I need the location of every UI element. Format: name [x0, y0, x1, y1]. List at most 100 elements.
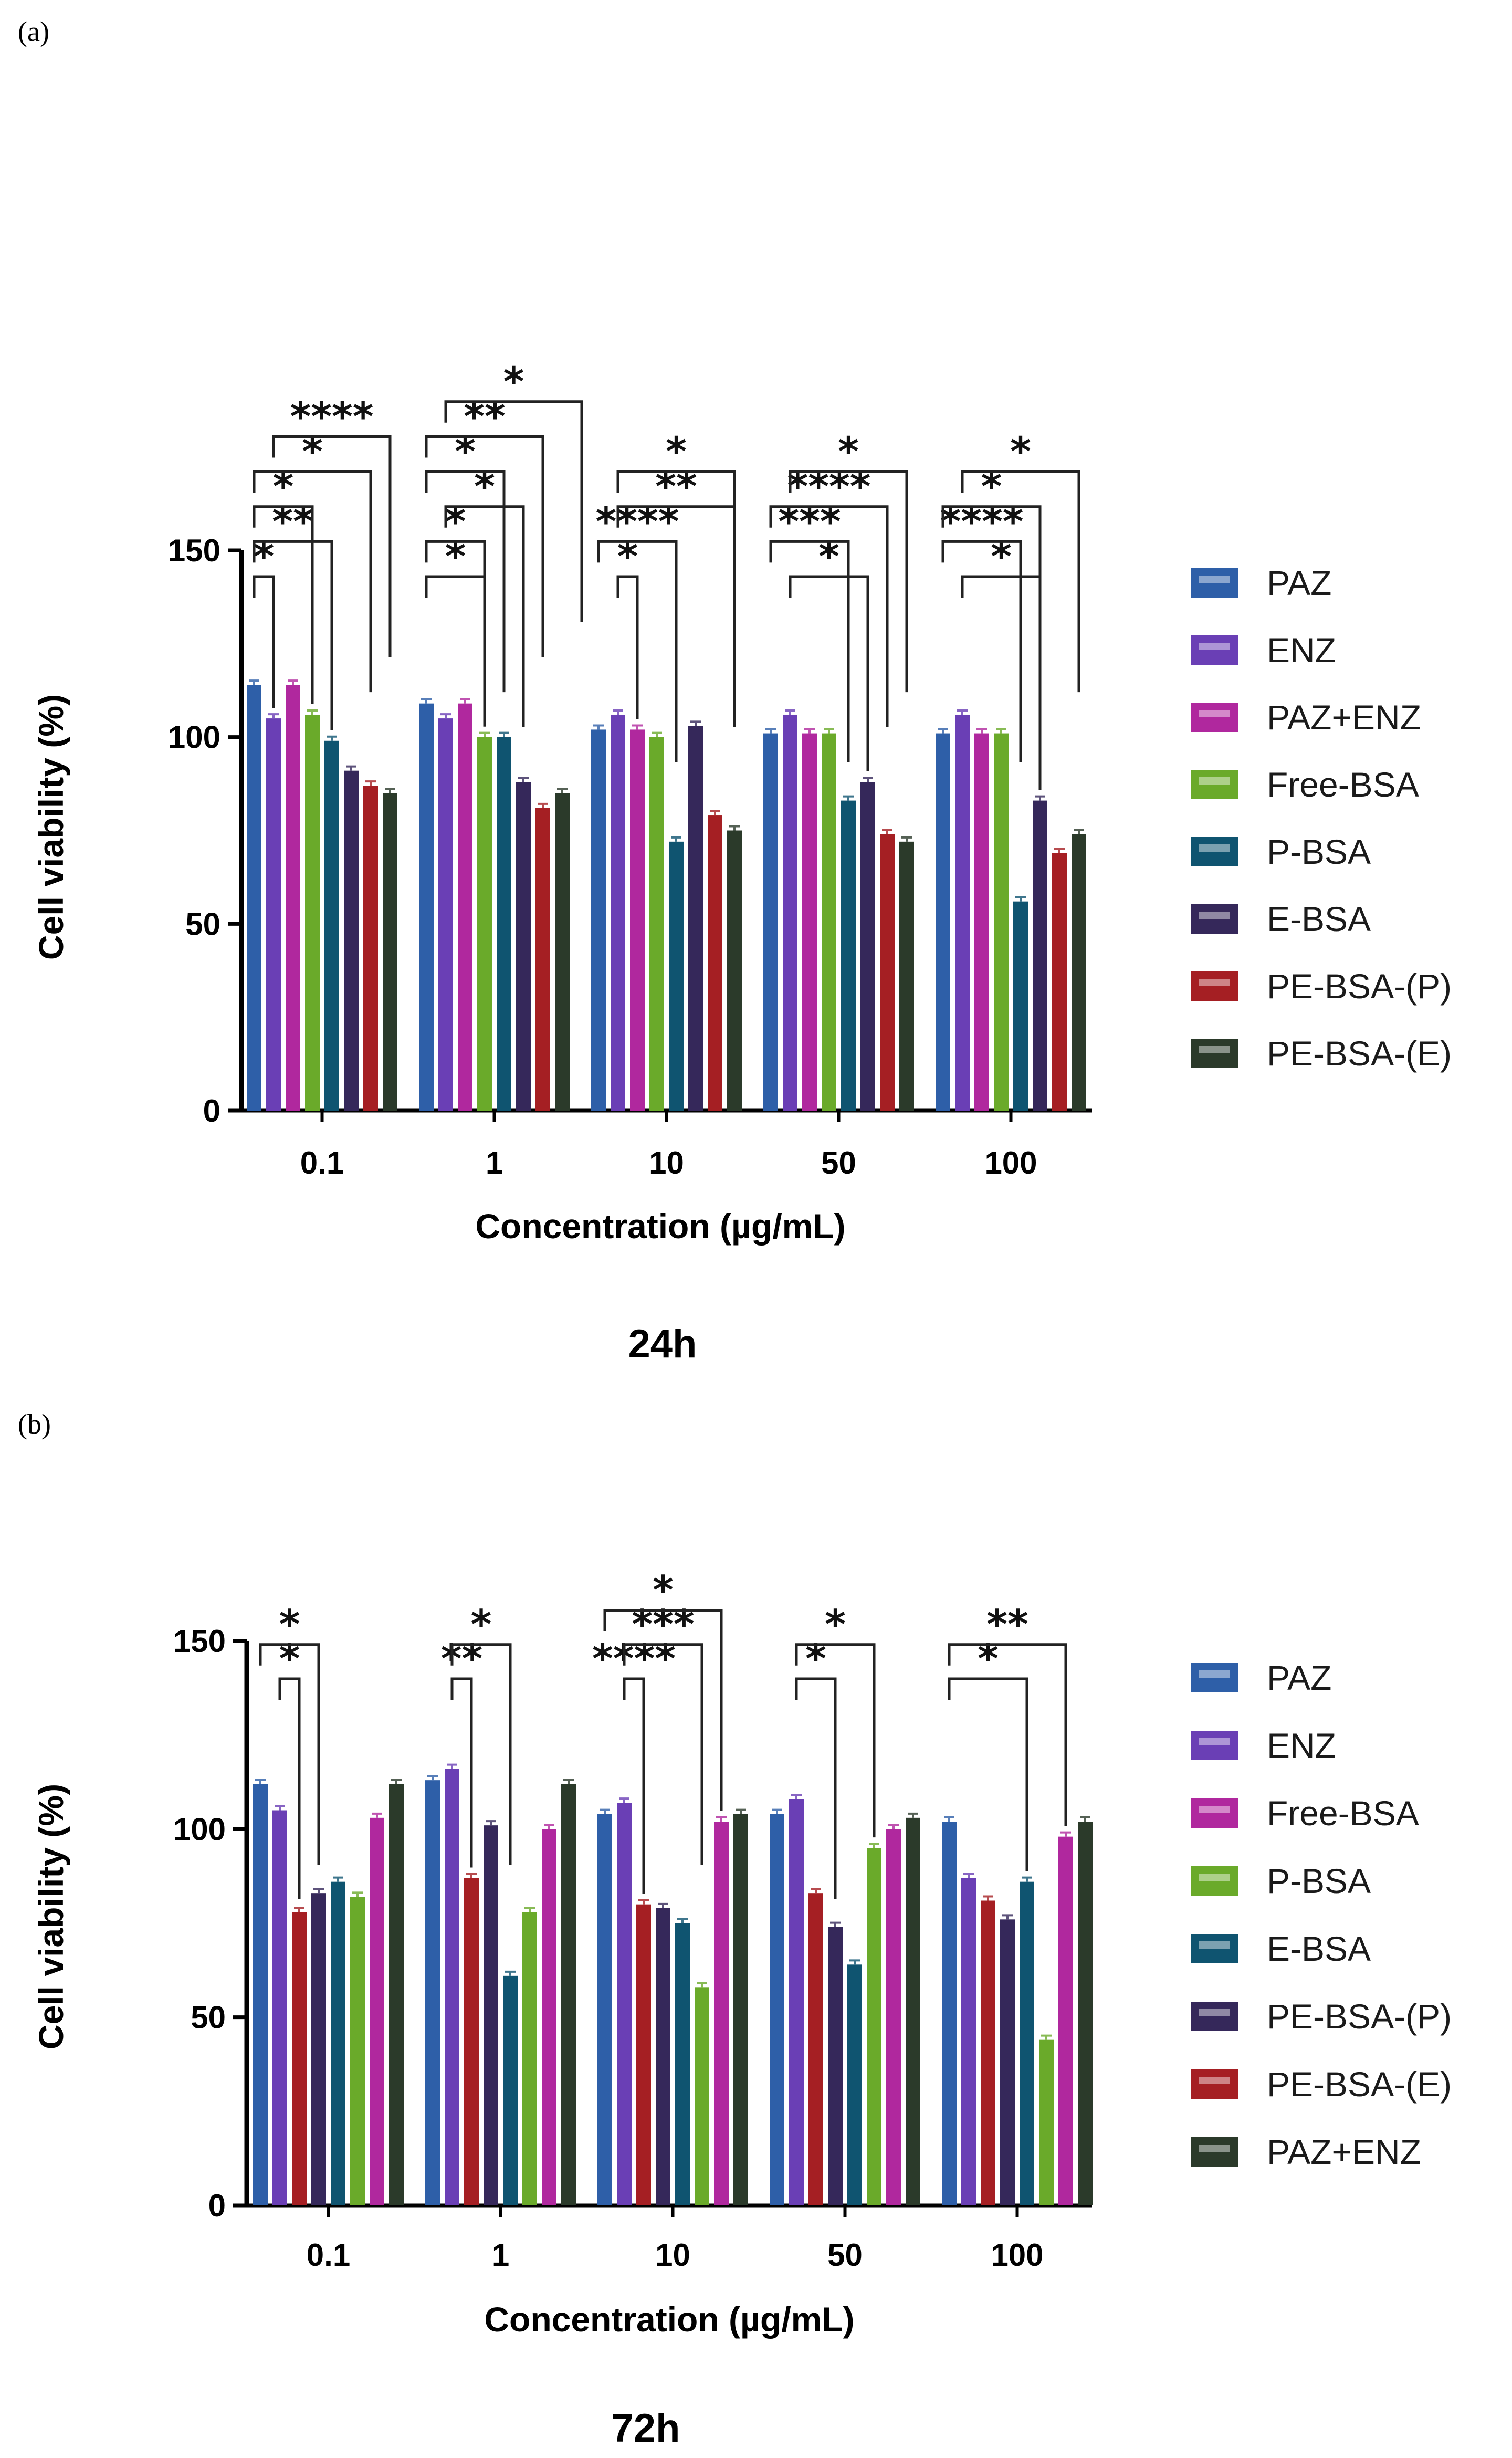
significance-label: *	[978, 1635, 999, 1682]
bar-paz-10	[591, 729, 606, 1111]
significance-bracket	[253, 505, 314, 704]
bar-pe-bsa-e--10	[636, 1904, 651, 2205]
bar-free-bsa-50	[886, 1829, 901, 2205]
bar-pe-bsa-e--100	[1072, 834, 1086, 1111]
legend-label: PAZ	[1267, 563, 1331, 602]
significance-bracket	[948, 1677, 1028, 1871]
significance-label: *	[1010, 428, 1031, 475]
panel-b-bars	[253, 1763, 1093, 2205]
legend-swatch-highlight	[1199, 1941, 1230, 1949]
bar-pe-bsa-p--1	[536, 808, 550, 1111]
bar-pe-bsa-p--0_1	[363, 786, 378, 1111]
panel-a-bars	[247, 679, 1086, 1111]
legend-label: ENZ	[1267, 1726, 1336, 1765]
significance-bracket	[272, 435, 392, 657]
significance-bracket	[425, 540, 486, 727]
bar-e-bsa-50	[847, 1964, 862, 2205]
significance-bracket	[444, 400, 583, 622]
legend-swatch-highlight	[1199, 1046, 1230, 1053]
bar-paz-enz-1	[458, 703, 472, 1111]
bar-p-bsa-1	[522, 1912, 537, 2205]
significance-bracket	[450, 1677, 473, 1868]
significance-label: *	[653, 1566, 674, 1613]
y-tick-label: 50	[191, 2000, 226, 2035]
y-tick-label: 100	[173, 1812, 226, 1847]
bar-free-bsa-10	[714, 1822, 729, 2205]
legend-label: Free-BSA	[1267, 765, 1419, 804]
bar-pe-bsa-e--10	[727, 830, 742, 1111]
bar-pe-bsa-p--50	[828, 1927, 843, 2205]
significance-bracket	[795, 1677, 837, 1899]
significance-bracket	[425, 470, 506, 693]
legend-label: PAZ	[1267, 1658, 1331, 1697]
x-tick-label: 10	[649, 1145, 684, 1180]
bar-e-bsa-1	[516, 782, 531, 1111]
bar-enz-50	[783, 714, 797, 1111]
legend-swatch-highlight	[1199, 2009, 1230, 2016]
bar-p-bsa-0_1	[350, 1897, 365, 2205]
bar-p-bsa-1	[497, 737, 511, 1111]
bar-e-bsa-50	[860, 782, 875, 1111]
significance-label: *	[279, 1601, 300, 1648]
legend-label: ENZ	[1267, 631, 1336, 670]
legend-swatch-highlight	[1199, 844, 1230, 852]
significance-bracket	[941, 505, 1042, 727]
legend-swatch-highlight	[1199, 2077, 1230, 2084]
bar-pe-bsa-e--0_1	[383, 793, 397, 1111]
significance-bracket	[789, 470, 908, 693]
significance-bracket	[603, 1608, 723, 1811]
bar-e-bsa-0_1	[331, 1881, 345, 2205]
significance-bracket	[278, 1677, 301, 1899]
significance-label: *	[471, 1601, 492, 1648]
bar-e-bsa-1	[503, 1975, 518, 2205]
x-tick-label: 50	[821, 1145, 856, 1180]
bar-p-bsa-100	[1039, 2039, 1054, 2205]
bar-paz-50	[770, 1814, 784, 2205]
bar-paz-enz-1	[561, 1784, 576, 2205]
bar-free-bsa-10	[649, 737, 664, 1111]
bar-paz-1	[419, 703, 434, 1111]
bar-enz-0_1	[266, 718, 281, 1111]
bar-e-bsa-10	[675, 1923, 690, 2205]
significance-bracket	[769, 540, 850, 762]
significance-bracket	[259, 1643, 320, 1865]
legend-swatch-highlight	[1199, 1738, 1230, 1745]
panel-a-legend: PAZ ENZ PAZ+ENZ Free-BSA P-BSA E-BSA PE-BSA-(P…	[1191, 563, 1452, 1073]
bar-paz-enz-100	[1078, 1822, 1093, 2205]
significance-label: *	[273, 463, 294, 510]
panel-a-x-axis-title: Concentration (µg/mL)	[475, 1207, 845, 1246]
significance-bracket	[941, 540, 1022, 762]
y-tick-label: 50	[185, 906, 220, 942]
bar-enz-100	[955, 714, 970, 1111]
legend-label: E-BSA	[1267, 1929, 1371, 1968]
significance-label: *	[254, 533, 275, 580]
legend-swatch-highlight	[1199, 643, 1230, 650]
x-tick-label: 100	[984, 1145, 1037, 1180]
bar-pe-bsa-p--100	[1052, 853, 1067, 1111]
significance-bracket	[961, 470, 1080, 693]
y-tick-label: 150	[168, 533, 220, 568]
bar-p-bsa-50	[841, 800, 856, 1111]
panel-a-label: (a)	[18, 16, 49, 47]
bar-pe-bsa-p--0_1	[311, 1893, 326, 2205]
significance-label: ****	[592, 1635, 676, 1682]
significance-bracket	[948, 1643, 1067, 1826]
bar-enz-1	[438, 718, 453, 1111]
bar-pe-bsa-e--50	[899, 841, 914, 1111]
significance-bracket	[425, 435, 544, 657]
bar-paz-enz-10	[733, 1814, 748, 2205]
panel-a-axes: 0 50 100 150 0.1 1 10 50 100	[168, 533, 1092, 1180]
bar-p-bsa-0_1	[324, 740, 339, 1111]
y-tick-label: 100	[168, 720, 220, 755]
significance-label: ****	[290, 393, 374, 440]
significance-label: **	[986, 1601, 1028, 1648]
legend-label: PE-BSA-(E)	[1267, 2065, 1452, 2104]
bar-pe-bsa-e--100	[981, 1900, 995, 2205]
x-tick-label: 1	[486, 1145, 503, 1180]
significance-bracket	[444, 505, 525, 727]
significance-bracket	[789, 575, 869, 772]
bar-free-bsa-0_1	[305, 714, 320, 1111]
legend-swatch-highlight	[1199, 1806, 1230, 1813]
